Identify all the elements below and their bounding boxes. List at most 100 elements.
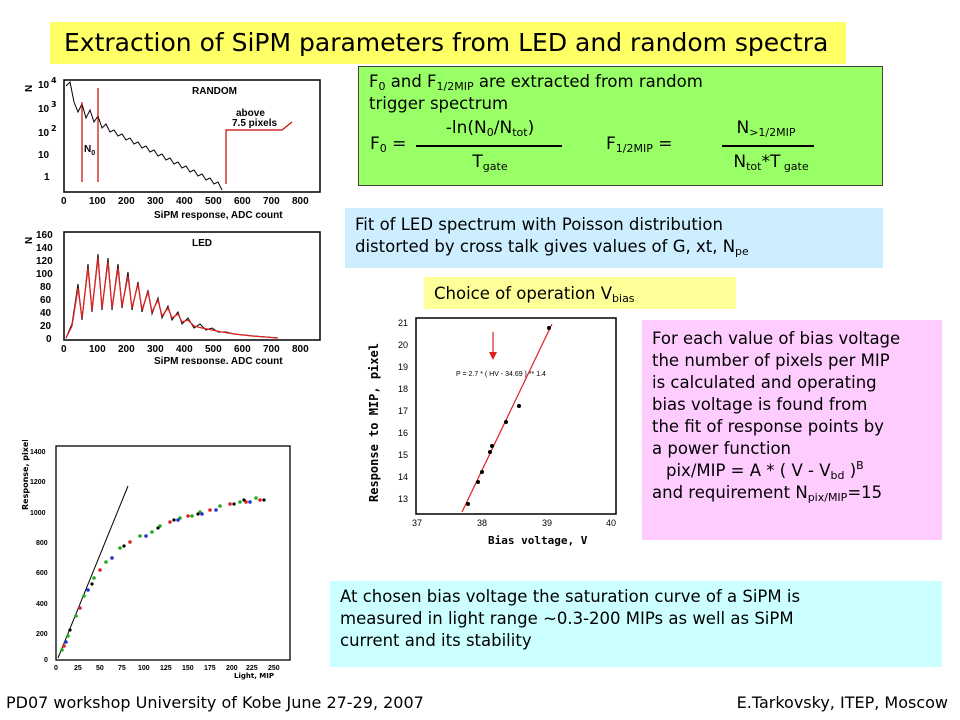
svg-text:700: 700: [263, 196, 280, 207]
svg-text:300: 300: [147, 196, 164, 207]
svg-text:40: 40: [40, 308, 52, 319]
svg-text:13: 13: [398, 494, 408, 504]
slide-title: Extraction of SiPM parameters from LED a…: [50, 22, 846, 64]
random-threshold-arrow: [225, 121, 293, 184]
fhalf-fraction-bar: [722, 145, 814, 147]
svg-text:160: 160: [36, 230, 53, 241]
svg-text:600: 600: [36, 570, 48, 577]
led-fit-box: Fit of LED spectrum with Poisson distrib…: [345, 208, 883, 268]
svg-text:1000: 1000: [30, 510, 46, 517]
svg-text:100: 100: [36, 269, 53, 280]
svg-text:150: 150: [182, 665, 194, 672]
led-fit-curve: [65, 257, 279, 339]
svg-text:14: 14: [398, 472, 408, 482]
extraction-formula-box: F0 and F1/2MIP are extracted from random…: [358, 66, 883, 186]
svg-text:10: 10: [38, 128, 50, 139]
sat-points-black: [68, 498, 266, 632]
svg-text:300: 300: [147, 344, 164, 355]
pink-line-2: the number of pixels per MIP: [652, 351, 890, 370]
svg-text:1400: 1400: [30, 449, 46, 456]
led-xlabel: SiPM response, ADC count: [154, 356, 283, 364]
green-line-2: trigger spectrum: [369, 94, 509, 113]
svg-text:0: 0: [46, 334, 52, 345]
svg-text:250: 250: [268, 665, 280, 672]
svg-text:140: 140: [36, 243, 53, 254]
pink-line-6: a power function: [652, 439, 792, 458]
led-ylabel: N: [24, 237, 35, 244]
green-line-1: F0 and F1/2MIP are extracted from random: [369, 72, 703, 93]
sat-linear-line: [57, 485, 129, 659]
fhalf-label: F1/2MIP =: [606, 134, 673, 155]
random-n0-label: N0: [84, 144, 95, 157]
sat-line-2: measured in light range ~0.3-200 MIPs as…: [340, 609, 794, 628]
svg-text:60: 60: [40, 295, 52, 306]
random-xticks: 0 100 200 300 400 500 600 700 800: [61, 196, 309, 207]
footer-left: PD07 workshop University of Kobe June 27…: [6, 693, 424, 712]
f0-numerator: -ln(N0/Ntot): [445, 118, 535, 139]
fhalf-numerator: N>1/2MIP: [736, 118, 796, 139]
svg-text:800: 800: [292, 344, 309, 355]
random-yticks: 10 4 10 3 10 2 10 1: [38, 76, 57, 183]
svg-text:1: 1: [44, 172, 50, 183]
svg-text:400: 400: [176, 196, 193, 207]
pink-line-4: bias voltage is found from: [652, 395, 868, 414]
svg-text:10: 10: [38, 104, 50, 115]
svg-text:0: 0: [54, 665, 58, 672]
fhalf-denominator: Ntot*T gate: [733, 152, 809, 173]
svg-text:400: 400: [36, 601, 48, 608]
svg-text:10: 10: [38, 80, 50, 91]
sat-points-green: [60, 496, 258, 652]
svg-text:75: 75: [118, 665, 126, 672]
svg-text:80: 80: [40, 282, 52, 293]
random-annotation-2: 7.5 pixels: [232, 118, 277, 129]
footer-right: E.Tarkovsky, ITEP, Moscow: [736, 693, 948, 712]
svg-text:16: 16: [398, 428, 408, 438]
sat-yticks: 1400 1200 1000 800 600 400 200 0: [30, 449, 48, 664]
svg-text:38: 38: [477, 518, 487, 528]
led-yticks: 160 140 120 100 80 60 40 20 0: [36, 230, 53, 345]
svg-text:1200: 1200: [30, 479, 46, 486]
random-label: RANDOM: [192, 86, 237, 97]
svg-text:2: 2: [51, 124, 57, 133]
svg-text:500: 500: [205, 344, 222, 355]
sat-ylabel: Response, pixels: [21, 440, 30, 510]
led-label: LED: [192, 238, 212, 249]
bias-xlabel: Bias voltage, V: [488, 534, 588, 547]
saturation-plot: Response, pixels 1400 1200 1000 800 600 …: [21, 440, 291, 680]
led-spectrum-plot: N 160 140 120 100 80 60 40 20 0 0 100 20…: [24, 230, 321, 364]
sat-xticks: 0 25 50 75 100 125 150 175 200 225 250: [54, 665, 280, 672]
f0-denominator: Tgate: [472, 152, 508, 173]
bias-yticks: 21 20 19 18 17 16 15 14 13: [398, 318, 408, 504]
random-spectrum-curve: [65, 80, 223, 191]
svg-text:0: 0: [61, 196, 67, 207]
power-formula: pix/MIP = A * ( V - Vbd )B: [666, 459, 864, 482]
requirement-line: and requirement Npix/MIP=15: [652, 483, 883, 504]
bias-xticks: 37 38 39 40: [412, 518, 616, 528]
led-spectrum-curve: [65, 253, 279, 339]
svg-text:225: 225: [246, 665, 258, 672]
svg-text:3: 3: [51, 100, 57, 109]
svg-text:15: 15: [398, 450, 408, 460]
svg-text:175: 175: [204, 665, 216, 672]
bias-fit-label: P = 2.7 * ( HV - 34.69 ) ** 1.4: [456, 371, 546, 378]
svg-text:500: 500: [205, 196, 222, 207]
svg-text:20: 20: [40, 321, 52, 332]
svg-text:0: 0: [61, 344, 67, 355]
bias-explanation-box: For each value of bias voltage the numbe…: [642, 320, 942, 540]
svg-text:10: 10: [38, 150, 50, 161]
svg-text:19: 19: [398, 362, 408, 372]
svg-text:18: 18: [398, 384, 408, 394]
svg-text:800: 800: [36, 540, 48, 547]
svg-text:200: 200: [226, 665, 238, 672]
svg-text:700: 700: [263, 344, 280, 355]
svg-text:25: 25: [74, 665, 82, 672]
svg-text:200: 200: [36, 631, 48, 638]
svg-text:100: 100: [89, 196, 106, 207]
svg-text:20: 20: [398, 340, 408, 350]
choice-bias-box: Choice of operation Vbias: [424, 277, 736, 309]
sat-points-red: [62, 498, 262, 648]
sat-points-blue: [64, 500, 252, 644]
pink-line-1: For each value of bias voltage: [652, 329, 901, 348]
svg-text:200: 200: [118, 344, 135, 355]
bias-ylabel: Response to MIP, pixel: [367, 343, 381, 502]
